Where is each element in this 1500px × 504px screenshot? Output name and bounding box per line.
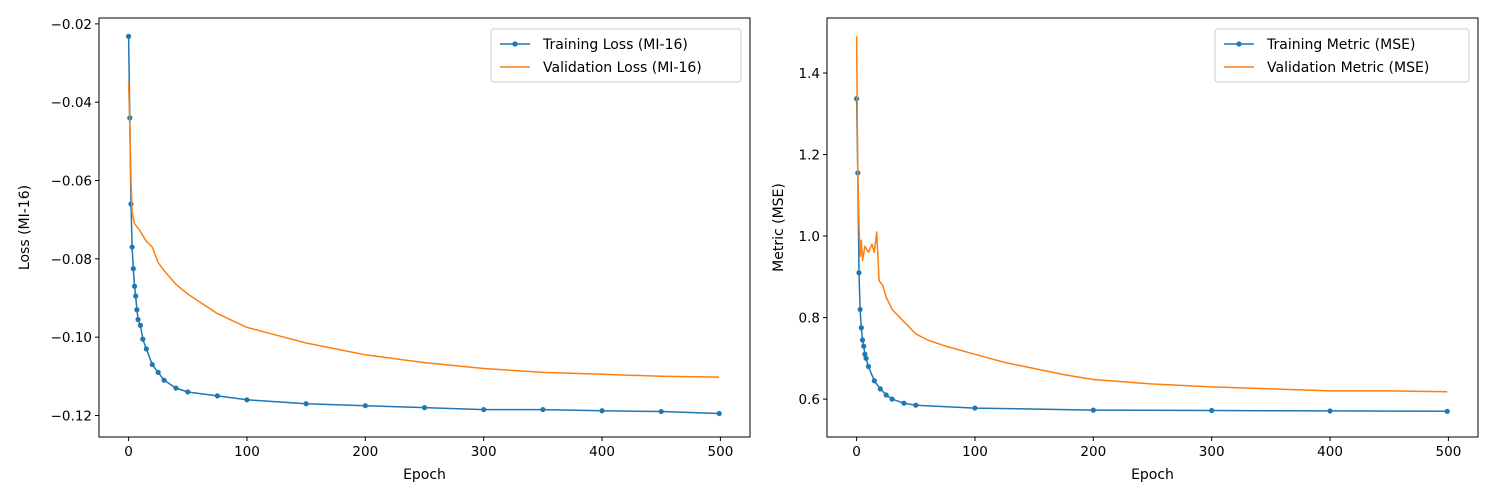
x-tick-label: 0 — [124, 444, 133, 460]
y-axis-label: Metric (MSE) — [771, 183, 787, 272]
data-point — [155, 369, 161, 375]
data-point — [134, 307, 140, 313]
y-tick-label: −0.10 — [51, 330, 92, 346]
legend: Training Metric (MSE) Validation Metric (… — [1214, 28, 1470, 83]
x-tick-label: 200 — [1080, 444, 1106, 460]
plot-area — [853, 36, 1450, 414]
data-point — [889, 396, 895, 402]
data-point — [137, 322, 144, 328]
data-point — [1444, 408, 1450, 414]
chart-2: 0 100 200 300 400 500 0.6 0.8 1.0 1.2 1.4 Epoch Metr… — [771, 17, 1479, 483]
x-tick-label: 400 — [1317, 444, 1343, 460]
data-point — [716, 410, 722, 417]
data-point — [214, 393, 220, 399]
legend-entry: Validation Loss (MI-16) — [543, 60, 702, 76]
data-point — [481, 406, 487, 413]
legend-marker — [512, 41, 518, 47]
legend-marker — [1236, 41, 1242, 47]
legend-frame — [490, 28, 742, 83]
y-tick-label: −0.12 — [51, 408, 92, 424]
series-line-validation — [855, 36, 1448, 393]
data-point — [130, 266, 136, 272]
data-point — [140, 336, 146, 342]
data-point — [865, 363, 872, 370]
legend-entry: Training Loss (MI-16) — [542, 37, 688, 53]
chart-1: 0 100 200 300 400 500 −0.02 −0.04 −0.06 −0.08 −0.1… — [17, 17, 751, 483]
data-point — [858, 325, 864, 331]
x-tick-label: 500 — [1436, 444, 1462, 460]
x-tick-label: 100 — [962, 444, 988, 460]
y-tick-label: −0.08 — [51, 252, 92, 268]
y-tick-label: 1.0 — [799, 229, 820, 245]
x-axis-label: Epoch — [1131, 467, 1174, 483]
series-line-training — [127, 36, 720, 415]
legend: Training Loss (MI-16) Validation Loss (MI… — [490, 28, 742, 83]
legend-entry: Training Metric (MSE) — [1266, 37, 1415, 53]
data-point — [913, 402, 919, 408]
y-tick-label: −0.02 — [51, 17, 92, 33]
data-point — [972, 405, 978, 411]
data-point — [1209, 407, 1215, 414]
series-line-validation — [127, 82, 720, 378]
data-point — [883, 392, 889, 398]
x-tick-label: 300 — [1199, 444, 1225, 460]
data-point — [599, 408, 605, 414]
legend-entry: Validation Metric (MSE) — [1267, 60, 1429, 76]
data-point — [862, 351, 868, 357]
data-point — [125, 33, 132, 40]
data-point — [131, 283, 138, 289]
data-point — [856, 270, 862, 276]
axes-frame — [826, 17, 1479, 438]
series-line-training — [855, 98, 1448, 413]
y-tick-label: 1.2 — [799, 148, 820, 164]
y-axis-label: Loss (MI-16) — [17, 185, 33, 270]
data-point — [185, 389, 191, 395]
data-point — [129, 244, 135, 250]
data-point — [133, 293, 139, 299]
x-tick-label: 100 — [234, 444, 260, 460]
data-point — [1090, 407, 1096, 413]
y-tick-label: −0.06 — [51, 174, 92, 190]
axes-frame — [98, 17, 751, 438]
data-point — [540, 406, 546, 413]
y-tick-label: 0.6 — [799, 392, 820, 408]
data-point — [421, 405, 428, 411]
data-point — [857, 306, 863, 313]
data-point — [877, 386, 883, 392]
data-point — [161, 377, 167, 383]
data-point — [244, 397, 250, 403]
x-tick-label: 0 — [852, 444, 861, 460]
data-point — [658, 408, 664, 415]
data-point — [303, 401, 309, 407]
y-tick-label: 0.8 — [799, 311, 820, 327]
data-point — [901, 400, 907, 406]
x-tick-label: 200 — [352, 444, 378, 460]
data-point — [362, 403, 368, 409]
data-point — [861, 343, 867, 349]
data-point — [143, 346, 149, 352]
plot-area — [125, 33, 722, 417]
legend-frame — [1214, 28, 1470, 83]
x-tick-label: 300 — [471, 444, 497, 460]
data-point — [128, 201, 134, 207]
x-tick-label: 500 — [708, 444, 734, 460]
data-point — [1327, 408, 1333, 414]
data-point — [859, 337, 866, 343]
x-axis-label: Epoch — [403, 467, 446, 483]
data-point — [863, 355, 869, 361]
data-point — [135, 316, 141, 323]
data-point — [173, 385, 179, 391]
y-tick-label: −0.04 — [51, 95, 92, 111]
data-point — [149, 361, 155, 368]
data-point — [871, 378, 877, 384]
y-tick-label: 1.4 — [799, 66, 820, 82]
x-tick-label: 400 — [589, 444, 615, 460]
